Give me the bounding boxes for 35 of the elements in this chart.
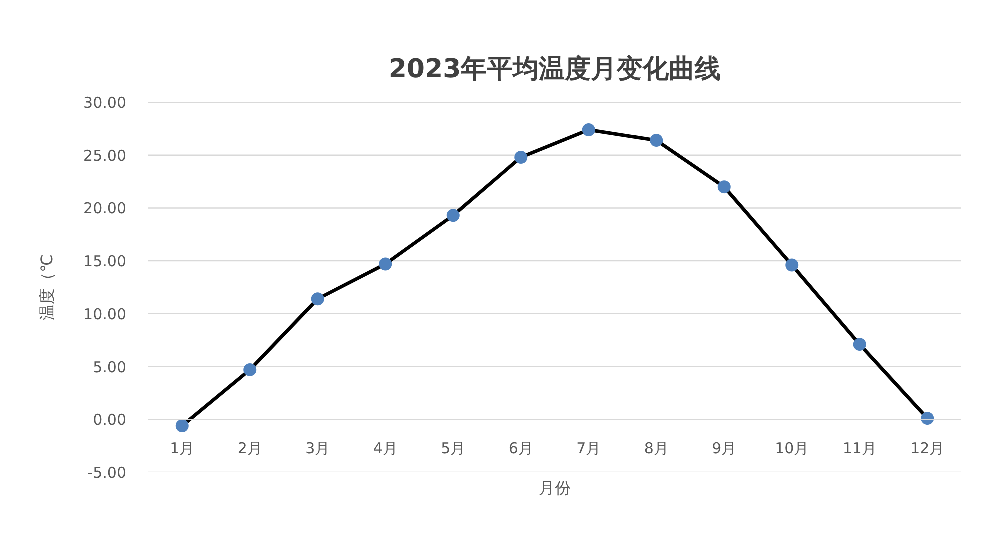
x-tick-label: 8月 (644, 440, 669, 458)
y-tick-label: 20.00 (84, 200, 127, 218)
x-tick-label: 2月 (238, 440, 262, 458)
x-axis-title: 月份 (539, 478, 571, 498)
point (244, 363, 257, 376)
x-tick-label: 9月 (712, 440, 737, 458)
point (582, 124, 596, 136)
y-axis-title: 温度（℃ (38, 254, 57, 320)
point (514, 150, 528, 164)
x-tick-label: 7月 (576, 440, 602, 458)
y-tick-label: 0.00 (93, 411, 127, 430)
chart-title: 2023年平均温度月变化曲线 (388, 54, 722, 84)
x-tick-label: 4月 (373, 440, 398, 458)
x-tick-label: 11月 (842, 440, 877, 458)
x-tick-label: 1月 (170, 440, 195, 458)
y-tick-label: 30.00 (84, 94, 127, 112)
y-tick-label: -5.00 (88, 464, 126, 482)
point (311, 292, 324, 306)
y-tick-label: 25.00 (84, 146, 127, 165)
point (853, 338, 866, 352)
x-tick-label: 6月 (508, 440, 534, 458)
x-tick-label: 12月 (910, 440, 945, 458)
y-tick-label: 5.00 (93, 358, 127, 376)
point (921, 412, 934, 426)
y-tick-label: 10.00 (84, 305, 127, 324)
point (786, 258, 799, 272)
point (446, 209, 460, 222)
point (379, 258, 392, 271)
x-tick-label: 10月 (775, 440, 810, 458)
point (650, 134, 664, 148)
point (176, 420, 189, 432)
x-tick-label: 3月 (306, 440, 330, 458)
x-tick-label: 5月 (441, 440, 466, 458)
point (718, 180, 731, 194)
y-tick-label: 15.00 (84, 252, 127, 271)
